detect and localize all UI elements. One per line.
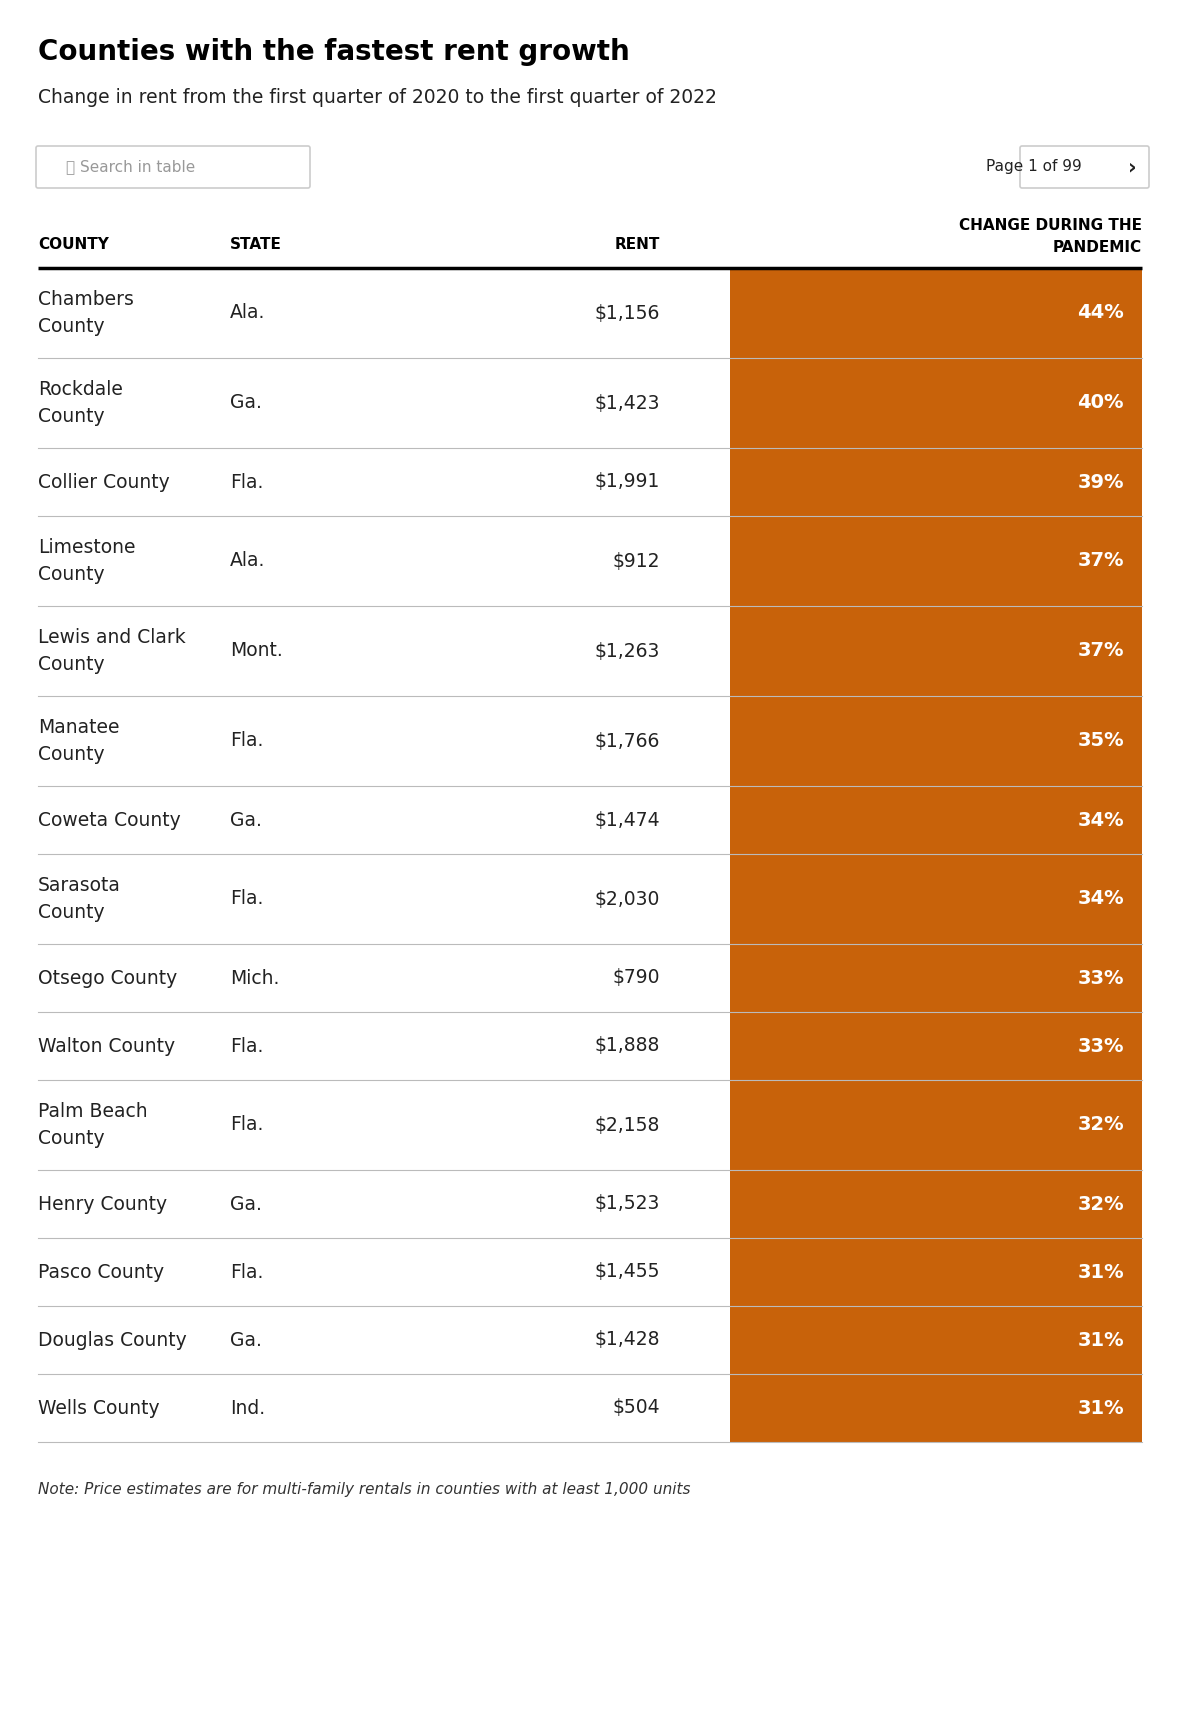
- Text: Change in rent from the first quarter of 2020 to the first quarter of 2022: Change in rent from the first quarter of…: [38, 88, 717, 107]
- Bar: [730, 1374, 1142, 1441]
- Text: Palm Beach: Palm Beach: [38, 1101, 148, 1122]
- Text: Ga.: Ga.: [230, 811, 262, 830]
- Text: $1,423: $1,423: [595, 393, 660, 412]
- Text: $1,523: $1,523: [595, 1194, 660, 1213]
- Text: $1,263: $1,263: [595, 641, 660, 660]
- Text: Manatee: Manatee: [38, 718, 119, 737]
- Text: $790: $790: [612, 969, 660, 988]
- Text: Ga.: Ga.: [230, 1194, 262, 1213]
- Text: Fla.: Fla.: [230, 1263, 263, 1282]
- Text: $1,991: $1,991: [595, 472, 660, 491]
- Bar: [730, 854, 1142, 943]
- Text: 35%: 35%: [1077, 732, 1125, 751]
- Text: $504: $504: [612, 1398, 660, 1417]
- Bar: [730, 606, 1142, 696]
- Text: County: County: [38, 655, 105, 673]
- Text: Fla.: Fla.: [230, 890, 263, 909]
- Text: County: County: [38, 318, 105, 337]
- Text: $1,455: $1,455: [595, 1263, 660, 1282]
- Text: County: County: [38, 565, 105, 584]
- Text: Mich.: Mich.: [230, 969, 280, 988]
- Text: Fla.: Fla.: [230, 1115, 263, 1134]
- Text: 44%: 44%: [1077, 304, 1125, 323]
- Bar: [730, 943, 1142, 1012]
- Bar: [730, 1306, 1142, 1374]
- Text: County: County: [38, 407, 105, 426]
- Text: Otsego County: Otsego County: [38, 969, 177, 988]
- Text: 37%: 37%: [1077, 551, 1125, 570]
- Text: 34%: 34%: [1077, 890, 1125, 909]
- Text: COUNTY: COUNTY: [38, 237, 109, 251]
- Text: 33%: 33%: [1077, 1036, 1125, 1055]
- Text: 32%: 32%: [1077, 1194, 1125, 1213]
- Text: Douglas County: Douglas County: [38, 1330, 186, 1350]
- Text: 31%: 31%: [1077, 1263, 1125, 1282]
- Text: STATE: STATE: [230, 237, 282, 251]
- Text: Fla.: Fla.: [230, 472, 263, 491]
- Text: 34%: 34%: [1077, 811, 1125, 830]
- Text: ›: ›: [1128, 156, 1136, 177]
- Bar: [730, 357, 1142, 448]
- Text: RENT: RENT: [615, 237, 660, 251]
- Text: $912: $912: [612, 551, 660, 570]
- Text: $1,474: $1,474: [595, 811, 660, 830]
- Text: 31%: 31%: [1077, 1398, 1125, 1417]
- Text: $1,156: $1,156: [595, 304, 660, 323]
- Text: County: County: [38, 904, 105, 923]
- Text: 40%: 40%: [1077, 393, 1125, 412]
- Bar: [730, 1170, 1142, 1239]
- Text: Mont.: Mont.: [230, 641, 283, 660]
- Text: Chambers: Chambers: [38, 290, 133, 309]
- Text: Lewis and Clark: Lewis and Clark: [38, 629, 185, 648]
- Bar: [730, 448, 1142, 515]
- Text: Counties with the fastest rent growth: Counties with the fastest rent growth: [38, 38, 630, 65]
- Text: Ala.: Ala.: [230, 304, 266, 323]
- Text: Coweta County: Coweta County: [38, 811, 181, 830]
- Bar: [730, 787, 1142, 854]
- Text: County: County: [38, 1129, 105, 1148]
- Text: CHANGE DURING THE: CHANGE DURING THE: [959, 218, 1142, 234]
- Text: Walton County: Walton County: [38, 1036, 175, 1055]
- Text: Ga.: Ga.: [230, 1330, 262, 1350]
- Text: Page 1 of 99: Page 1 of 99: [986, 160, 1082, 175]
- Text: 33%: 33%: [1077, 969, 1125, 988]
- Text: Fla.: Fla.: [230, 732, 263, 751]
- Text: $1,766: $1,766: [595, 732, 660, 751]
- Text: Henry County: Henry County: [38, 1194, 168, 1213]
- Text: Pasco County: Pasco County: [38, 1263, 164, 1282]
- Text: Fla.: Fla.: [230, 1036, 263, 1055]
- Bar: [730, 696, 1142, 787]
- Bar: [730, 515, 1142, 606]
- Text: Rockdale: Rockdale: [38, 380, 123, 399]
- Text: $2,030: $2,030: [595, 890, 660, 909]
- Bar: [730, 1012, 1142, 1081]
- Text: 32%: 32%: [1077, 1115, 1125, 1134]
- Bar: [730, 1239, 1142, 1306]
- Text: 🔍 Search in table: 🔍 Search in table: [66, 160, 195, 175]
- Text: 37%: 37%: [1077, 641, 1125, 660]
- Text: Ala.: Ala.: [230, 551, 266, 570]
- FancyBboxPatch shape: [1020, 146, 1149, 187]
- Bar: [730, 268, 1142, 357]
- Text: Limestone: Limestone: [38, 538, 136, 557]
- Text: Ind.: Ind.: [230, 1398, 266, 1417]
- Text: $1,428: $1,428: [595, 1330, 660, 1350]
- Text: Collier County: Collier County: [38, 472, 170, 491]
- Bar: [730, 1081, 1142, 1170]
- Text: Wells County: Wells County: [38, 1398, 159, 1417]
- Text: County: County: [38, 746, 105, 765]
- Text: $1,888: $1,888: [595, 1036, 660, 1055]
- Text: PANDEMIC: PANDEMIC: [1053, 241, 1142, 254]
- Text: Sarasota: Sarasota: [38, 876, 120, 895]
- FancyBboxPatch shape: [37, 146, 310, 187]
- Text: 31%: 31%: [1077, 1330, 1125, 1350]
- Text: Ga.: Ga.: [230, 393, 262, 412]
- Text: Note: Price estimates are for multi-family rentals in counties with at least 1,0: Note: Price estimates are for multi-fami…: [38, 1483, 690, 1496]
- Text: 39%: 39%: [1077, 472, 1125, 491]
- Text: $2,158: $2,158: [595, 1115, 660, 1134]
